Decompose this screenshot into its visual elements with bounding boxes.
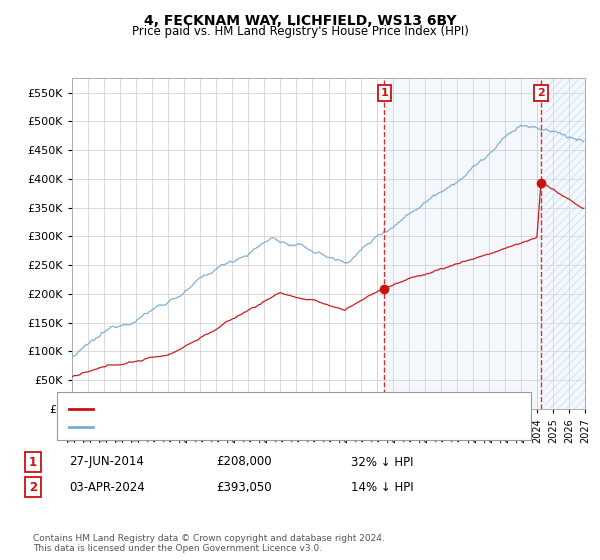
Text: 27-JUN-2014: 27-JUN-2014: [69, 455, 144, 469]
Text: 03-APR-2024: 03-APR-2024: [69, 480, 145, 494]
Bar: [545, 78, 585, 409]
Text: 4, FECKNAM WAY, LICHFIELD, WS13 6BY: 4, FECKNAM WAY, LICHFIELD, WS13 6BY: [144, 14, 456, 28]
Text: Price paid vs. HM Land Registry's House Price Index (HPI): Price paid vs. HM Land Registry's House …: [131, 25, 469, 38]
Text: 1: 1: [380, 88, 388, 98]
Bar: [545, 78, 585, 409]
Text: 4, FECKNAM WAY, LICHFIELD, WS13 6BY (detached house): 4, FECKNAM WAY, LICHFIELD, WS13 6BY (det…: [96, 403, 399, 413]
Text: Contains HM Land Registry data © Crown copyright and database right 2024.
This d: Contains HM Land Registry data © Crown c…: [33, 534, 385, 553]
Text: £393,050: £393,050: [216, 480, 272, 494]
Text: 1: 1: [29, 455, 37, 469]
Text: 14% ↓ HPI: 14% ↓ HPI: [351, 480, 413, 494]
Text: 32% ↓ HPI: 32% ↓ HPI: [351, 455, 413, 469]
Text: HPI: Average price, detached house, Lichfield: HPI: Average price, detached house, Lich…: [96, 421, 333, 431]
Bar: [385, 78, 545, 409]
Text: 2: 2: [29, 480, 37, 494]
Text: £208,000: £208,000: [216, 455, 272, 469]
Text: 2: 2: [537, 88, 545, 98]
